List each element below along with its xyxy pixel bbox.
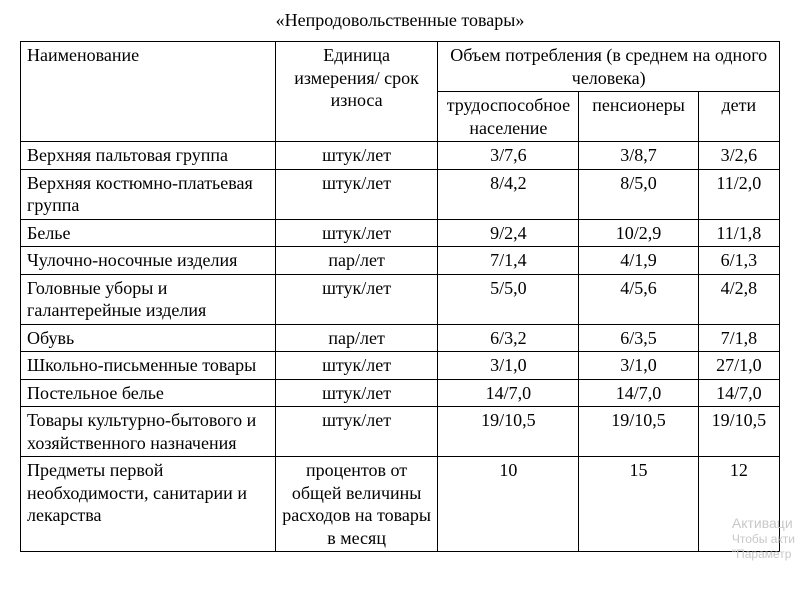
table-row: Предметы первой необходимости, санитарии… xyxy=(21,457,780,552)
cell-unit: пар/лет xyxy=(275,324,438,352)
header-children: дети xyxy=(698,92,779,142)
table-row: Верхняя костюмно-платьевая группаштук/ле… xyxy=(21,169,780,219)
table-row: Головные уборы и галантерейные изделияшт… xyxy=(21,274,780,324)
header-workers: трудоспособное население xyxy=(438,92,579,142)
cell-pensioners: 14/7,0 xyxy=(579,379,698,407)
header-name: Наименование xyxy=(21,42,276,142)
cell-workers: 14/7,0 xyxy=(438,379,579,407)
table-row: Товары культурно-бытового и хозяйственно… xyxy=(21,407,780,457)
cell-children: 3/2,6 xyxy=(698,142,779,170)
cell-pensioners: 3/8,7 xyxy=(579,142,698,170)
cell-name: Головные уборы и галантерейные изделия xyxy=(21,274,276,324)
cell-name: Предметы первой необходимости, санитарии… xyxy=(21,457,276,552)
cell-children: 11/1,8 xyxy=(698,219,779,247)
cell-children: 12 xyxy=(698,457,779,552)
cell-workers: 6/3,2 xyxy=(438,324,579,352)
table-row: Бельештук/лет9/2,410/2,911/1,8 xyxy=(21,219,780,247)
table-row: Школьно-письменные товарыштук/лет3/1,03/… xyxy=(21,352,780,380)
cell-name: Обувь xyxy=(21,324,276,352)
cell-workers: 3/1,0 xyxy=(438,352,579,380)
table-header-row-1: Наименование Единица измерения/ срок изн… xyxy=(21,42,780,92)
cell-name: Чулочно-носочные изделия xyxy=(21,247,276,275)
cell-unit: штук/лет xyxy=(275,407,438,457)
cell-workers: 5/5,0 xyxy=(438,274,579,324)
header-consumption-group: Объем потребления (в среднем на одного ч… xyxy=(438,42,780,92)
cell-pensioners: 4/5,6 xyxy=(579,274,698,324)
cell-children: 4/2,8 xyxy=(698,274,779,324)
cell-pensioners: 4/1,9 xyxy=(579,247,698,275)
cell-unit: штук/лет xyxy=(275,169,438,219)
cell-name: Постельное белье xyxy=(21,379,276,407)
cell-workers: 3/7,6 xyxy=(438,142,579,170)
cell-unit: штук/лет xyxy=(275,274,438,324)
table-row: Верхняя пальтовая группаштук/лет3/7,63/8… xyxy=(21,142,780,170)
cell-children: 14/7,0 xyxy=(698,379,779,407)
cell-unit: штук/лет xyxy=(275,352,438,380)
cell-name: Верхняя костюмно-платьевая группа xyxy=(21,169,276,219)
cell-children: 11/2,0 xyxy=(698,169,779,219)
header-pensioners: пенсионеры xyxy=(579,92,698,142)
cell-unit: процентов от общей величины расходов на … xyxy=(275,457,438,552)
cell-workers: 7/1,4 xyxy=(438,247,579,275)
cell-name: Школьно-письменные товары xyxy=(21,352,276,380)
cell-children: 19/10,5 xyxy=(698,407,779,457)
cell-unit: штук/лет xyxy=(275,219,438,247)
cell-workers: 10 xyxy=(438,457,579,552)
cell-children: 27/1,0 xyxy=(698,352,779,380)
header-unit: Единица измерения/ срок износа xyxy=(275,42,438,142)
goods-table: Наименование Единица измерения/ срок изн… xyxy=(20,41,780,552)
cell-pensioners: 19/10,5 xyxy=(579,407,698,457)
cell-name: Белье xyxy=(21,219,276,247)
cell-children: 7/1,8 xyxy=(698,324,779,352)
cell-unit: штук/лет xyxy=(275,379,438,407)
table-row: Чулочно-носочные изделияпар/лет7/1,44/1,… xyxy=(21,247,780,275)
table-row: Обувьпар/лет6/3,26/3,57/1,8 xyxy=(21,324,780,352)
cell-pensioners: 3/1,0 xyxy=(579,352,698,380)
cell-name: Товары культурно-бытового и хозяйственно… xyxy=(21,407,276,457)
cell-children: 6/1,3 xyxy=(698,247,779,275)
table-body: Верхняя пальтовая группаштук/лет3/7,63/8… xyxy=(21,142,780,552)
cell-pensioners: 10/2,9 xyxy=(579,219,698,247)
table-row: Постельное бельештук/лет14/7,014/7,014/7… xyxy=(21,379,780,407)
cell-unit: пар/лет xyxy=(275,247,438,275)
cell-unit: штук/лет xyxy=(275,142,438,170)
cell-pensioners: 15 xyxy=(579,457,698,552)
cell-workers: 8/4,2 xyxy=(438,169,579,219)
cell-name: Верхняя пальтовая группа xyxy=(21,142,276,170)
cell-pensioners: 6/3,5 xyxy=(579,324,698,352)
page-title: «Непродовольственные товары» xyxy=(20,10,780,31)
cell-workers: 19/10,5 xyxy=(438,407,579,457)
cell-pensioners: 8/5,0 xyxy=(579,169,698,219)
cell-workers: 9/2,4 xyxy=(438,219,579,247)
